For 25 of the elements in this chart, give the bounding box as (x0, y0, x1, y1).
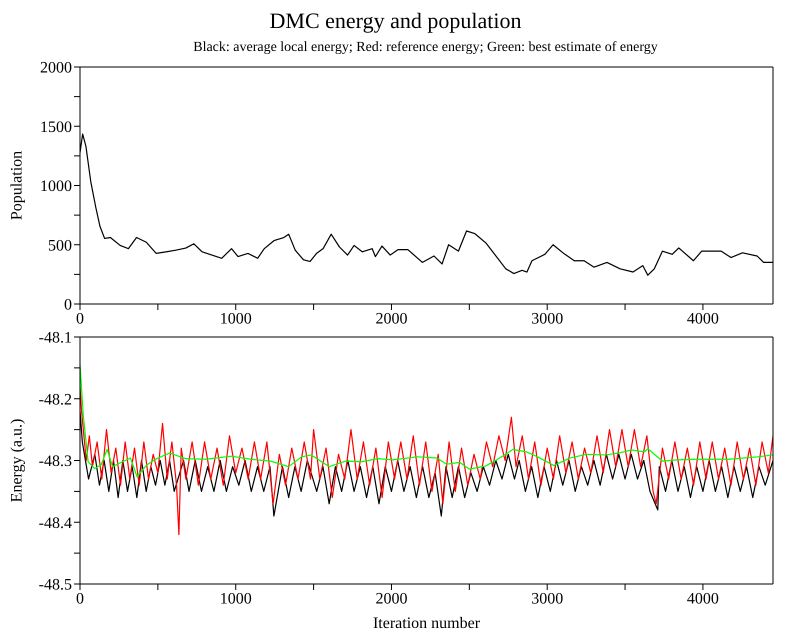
y-axis-title: Energy (a.u.) (8, 418, 26, 502)
y-tick-label: 1000 (40, 178, 72, 196)
chart-title: DMC energy and population (268, 8, 522, 34)
x-tick-label: 0 (76, 590, 84, 608)
y-tick-label: -48.2 (38, 391, 72, 408)
x-tick-label: 1000 (220, 590, 252, 608)
x-tick-label: 2000 (375, 310, 408, 328)
y-tick-label: 0 (64, 296, 72, 314)
x-tick-label: 4000 (686, 310, 719, 328)
chart-subtitle: Black: average local energy; Red: reference energy; Green: best estimate of energy (192, 40, 659, 56)
x-axis-title: Iteration number (372, 615, 481, 632)
x-tick-label: 0 (76, 310, 84, 328)
y-tick-label: -48.1 (38, 330, 72, 347)
x-tick-label: 3000 (531, 590, 564, 608)
x-tick-label: 4000 (686, 590, 719, 608)
y-tick-label: -48.4 (38, 514, 72, 532)
y-tick-label: 2000 (40, 60, 72, 77)
x-tick-label: 1000 (220, 310, 252, 328)
x-tick-label: 3000 (531, 310, 564, 328)
x-tick-label: 2000 (375, 590, 408, 608)
y-tick-label: -48.5 (38, 576, 72, 594)
y-tick-label: -48.3 (38, 453, 72, 470)
y-axis-title: Population (8, 150, 26, 220)
y-tick-label: 500 (48, 237, 72, 254)
y-tick-label: 1500 (40, 118, 72, 136)
